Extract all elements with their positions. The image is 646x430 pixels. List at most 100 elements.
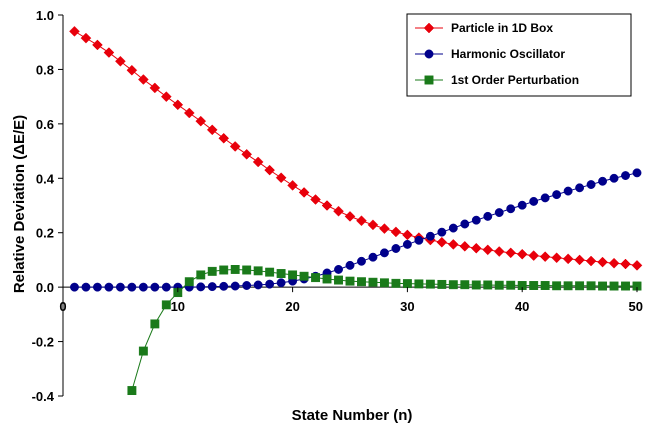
data-point — [379, 278, 389, 288]
data-point — [288, 270, 298, 280]
data-point — [402, 239, 412, 249]
x-tick-label: 30 — [400, 299, 414, 314]
data-point — [322, 274, 332, 284]
data-point — [562, 253, 574, 265]
data-point — [598, 176, 608, 186]
data-point — [414, 279, 424, 289]
data-point — [379, 248, 389, 258]
legend-box — [406, 13, 632, 97]
y-axis-title: Relative Deviation (ΔE/E) — [11, 115, 28, 293]
data-point — [253, 266, 263, 276]
data-point — [574, 254, 585, 266]
data-point — [276, 278, 286, 288]
data-point — [528, 250, 540, 261]
data-point — [540, 281, 550, 290]
data-point — [138, 282, 148, 292]
x-tick-label: 20 — [285, 299, 299, 314]
data-point — [391, 278, 401, 288]
data-point — [390, 226, 402, 238]
data-point — [448, 223, 458, 233]
y-tick-label: -0.2 — [32, 335, 54, 350]
series-harmonic-oscillator — [70, 168, 642, 292]
data-point — [368, 277, 378, 287]
y-tick-label: 0.4 — [36, 171, 55, 186]
y-tick-label: 0.2 — [36, 226, 54, 241]
data-point — [367, 219, 379, 231]
data-point — [265, 279, 275, 289]
data-point — [620, 258, 631, 270]
data-point — [609, 281, 619, 291]
data-point — [230, 281, 240, 291]
data-point — [575, 183, 585, 193]
data-point — [586, 281, 596, 291]
data-point — [575, 281, 585, 291]
data-point — [621, 281, 630, 291]
legend: Particle in 1D Box Harmonic Oscillator 1st… — [406, 13, 632, 97]
data-point — [334, 265, 343, 274]
data-point — [425, 231, 435, 241]
data-point — [598, 281, 608, 291]
data-point — [150, 319, 160, 329]
legend-marker — [424, 75, 434, 85]
data-point — [92, 282, 102, 292]
data-point — [552, 190, 562, 200]
y-tick-label: 0.0 — [36, 280, 54, 295]
data-point — [529, 281, 539, 290]
data-point — [516, 248, 528, 260]
y-tick-label: 1.0 — [36, 8, 54, 23]
data-point — [493, 246, 505, 257]
data-point — [506, 280, 516, 290]
data-point — [334, 275, 343, 285]
data-point — [379, 223, 390, 234]
data-point — [311, 273, 321, 283]
data-point — [356, 215, 367, 227]
data-point — [219, 281, 229, 291]
data-point — [275, 172, 287, 184]
data-point — [436, 236, 448, 248]
data-point — [298, 187, 310, 198]
data-point — [115, 282, 125, 292]
data-point — [207, 266, 217, 276]
data-point — [460, 219, 470, 229]
data-point — [609, 173, 619, 183]
data-point — [470, 242, 482, 254]
data-point — [621, 171, 630, 181]
data-point — [448, 280, 458, 290]
data-point — [229, 141, 241, 152]
data-point — [344, 211, 356, 222]
data-point — [414, 235, 424, 245]
series-particle-in-1d-box — [69, 25, 643, 271]
data-point — [218, 132, 230, 144]
data-point — [252, 156, 264, 168]
data-point — [115, 55, 126, 67]
data-point — [241, 148, 253, 160]
data-point — [230, 265, 240, 274]
data-point — [482, 244, 494, 256]
data-point — [196, 282, 206, 292]
x-tick-label: 50 — [629, 299, 643, 314]
data-point — [391, 244, 401, 253]
data-point — [540, 193, 550, 203]
data-point — [345, 276, 355, 286]
data-point — [149, 82, 161, 94]
data-point — [207, 282, 217, 292]
data-point — [459, 240, 471, 252]
data-point — [219, 265, 229, 275]
data-point — [287, 180, 298, 191]
data-point — [310, 194, 321, 205]
data-point — [333, 205, 344, 217]
data-point — [69, 25, 80, 37]
data-point — [505, 247, 517, 259]
data-point — [563, 281, 573, 291]
data-point — [242, 265, 252, 275]
data-point — [195, 115, 207, 127]
data-point — [402, 229, 413, 241]
data-point — [206, 124, 218, 136]
x-tick-label: 40 — [515, 299, 529, 314]
legend-label: Particle in 1D Box — [451, 21, 553, 35]
data-point — [299, 271, 309, 281]
data-point — [494, 208, 504, 218]
data-point — [103, 47, 115, 58]
data-point — [127, 282, 137, 292]
